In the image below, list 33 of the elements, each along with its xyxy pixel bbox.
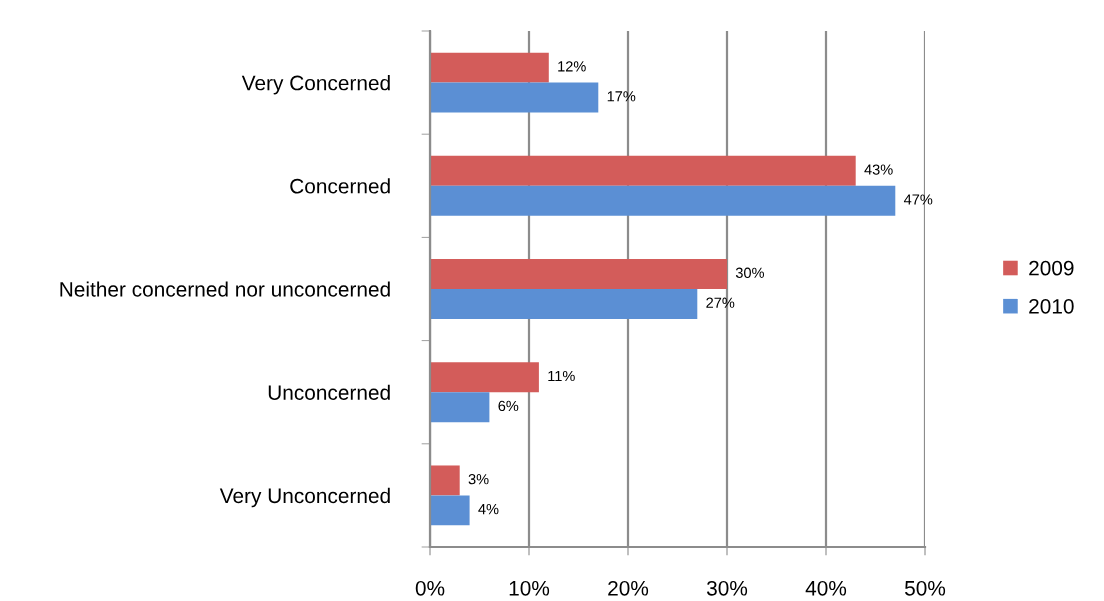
data-label: 47% [903, 194, 933, 205]
data-label: 12% [558, 61, 586, 72]
legend-label: 2009 [1029, 260, 1074, 276]
y-tick-label: Neither concerned nor unconcerned [60, 281, 390, 297]
data-label: 11% [548, 370, 575, 382]
legend-label: 2010 [1029, 298, 1074, 314]
data-label: 3% [468, 474, 489, 485]
bar [430, 52, 549, 83]
x-tick-label: 0% [415, 580, 445, 596]
data-label: 27% [706, 297, 735, 308]
data-label: 6% [498, 400, 519, 412]
y-tick-label: Concerned [290, 178, 390, 194]
y-tick-label: Unconcerned [268, 384, 390, 400]
bar [430, 392, 490, 423]
bar [430, 289, 698, 319]
data-label: 4% [478, 504, 499, 515]
x-tick-label: 10% [509, 580, 550, 596]
bar [430, 82, 599, 113]
x-tick-label: 40% [805, 580, 847, 596]
x-tick-label: 30% [706, 580, 748, 596]
x-tick-label: 50% [904, 580, 946, 596]
data-label: 43% [864, 164, 893, 175]
x-tick-label: 20% [608, 580, 649, 596]
bar [430, 362, 539, 393]
data-label: 17% [607, 91, 636, 102]
data-label: 30% [735, 267, 764, 278]
bar [430, 155, 856, 186]
bar [430, 495, 470, 526]
y-tick-label: Very Concerned [241, 75, 390, 95]
bar [430, 465, 460, 496]
y-tick-label: Very Unconcerned [219, 487, 390, 508]
bar [430, 259, 727, 289]
bar [430, 185, 896, 216]
